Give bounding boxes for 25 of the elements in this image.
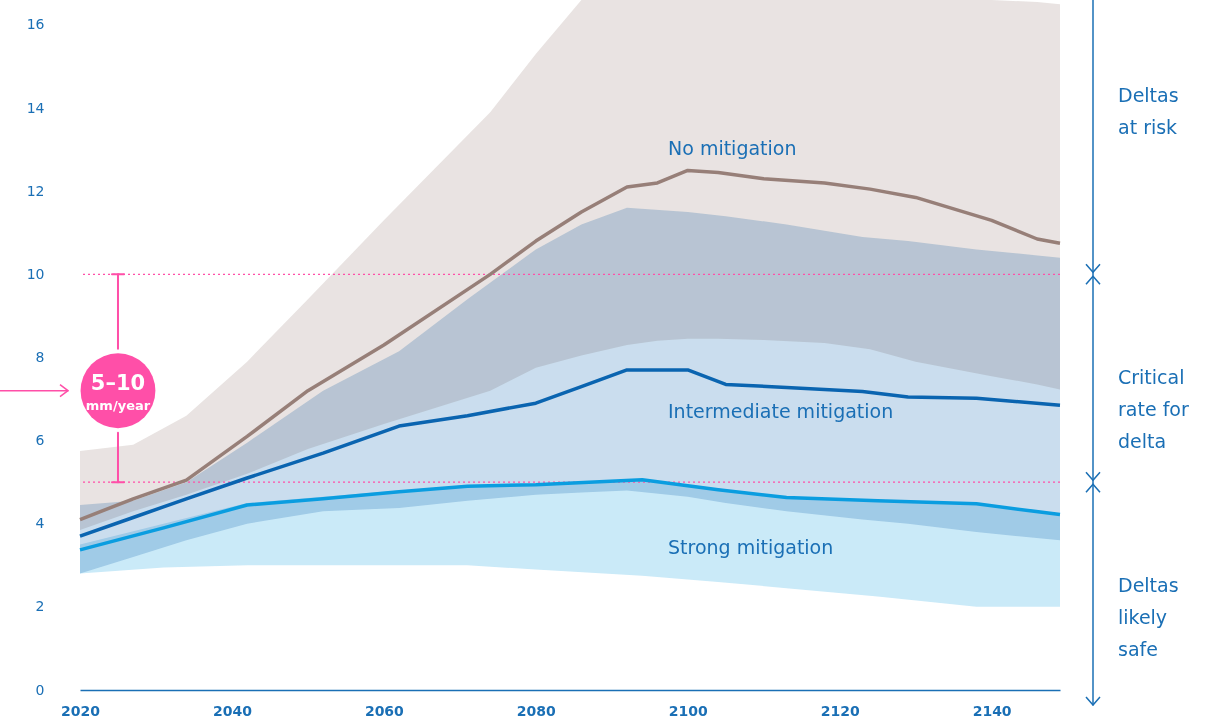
- annotation: 5–10 mm/year: [85, 370, 151, 413]
- series-label: Intermediate mitigation: [668, 399, 894, 422]
- y-tick-label: 4: [35, 515, 45, 532]
- text: Deltas at risk: [1118, 84, 1179, 139]
- line-series: [78, 168, 1062, 522]
- y-tick-label: 14: [26, 99, 45, 116]
- y-tick-label: 6: [35, 432, 45, 449]
- line-series: [78, 368, 1062, 538]
- text: Critical rate for delta: [1118, 366, 1189, 453]
- y-tick-label: 8: [35, 348, 45, 365]
- y-tick-label: 10: [26, 265, 45, 282]
- x-tick-label: 2140: [972, 702, 1012, 719]
- x-tick-label: 2040: [212, 702, 253, 719]
- y-tick-label: 0: [35, 681, 45, 698]
- series-label: Strong mitigation: [668, 535, 834, 558]
- y-tick-label: 2: [35, 598, 45, 615]
- x-tick-label: 2060: [364, 702, 405, 719]
- x-tick-label: 2020: [61, 702, 101, 719]
- series-label: No mitigation: [668, 136, 797, 159]
- y-tick-label: 12: [26, 182, 45, 199]
- x-tick-label: 2100: [668, 702, 708, 719]
- x-tick-label: 2120: [820, 702, 860, 719]
- x-tick-label: 2080: [516, 702, 557, 719]
- text: Deltas likely safe: [1118, 574, 1179, 661]
- y-tick-label: 16: [26, 16, 45, 33]
